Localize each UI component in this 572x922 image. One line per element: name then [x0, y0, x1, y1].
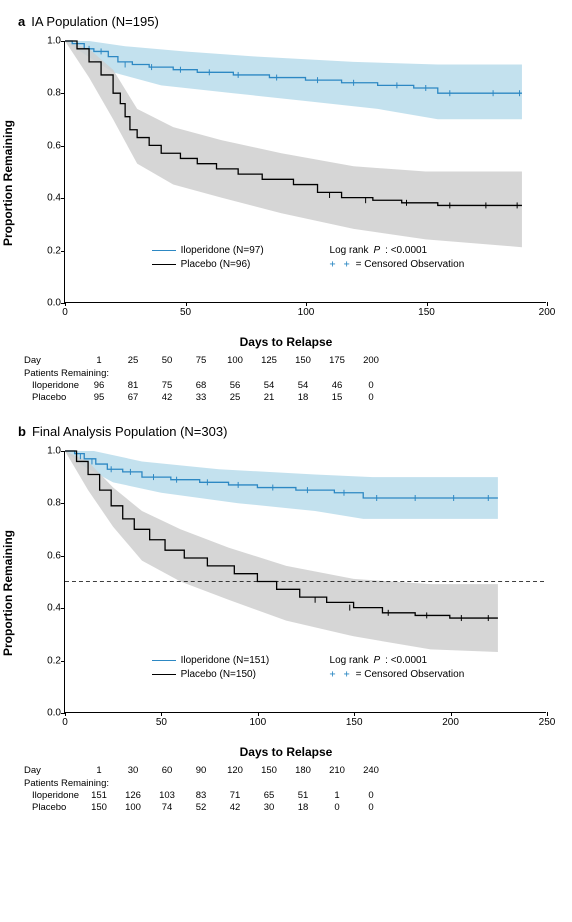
ytick-label: 0.2 [31, 245, 61, 256]
chart-area: Proportion Remaining0.00.20.40.60.81.005… [16, 443, 556, 743]
logrank-text: Log rank P: <0.0001 [330, 245, 465, 256]
ytick-label: 1.0 [31, 36, 61, 47]
legend-item: Iloperidone (N=151) [152, 655, 270, 666]
table-row: Patients Remaining: [24, 777, 391, 790]
legend-label: Placebo (N=150) [181, 669, 256, 680]
ytick-label: 1.0 [31, 446, 61, 457]
xtick-label: 50 [180, 307, 191, 318]
risk-table: Day1306090120150180210240Patients Remain… [24, 765, 391, 814]
plot-region: 0.00.20.40.60.81.0050100150200Iloperidon… [64, 41, 546, 303]
ytick-label: 0.8 [31, 88, 61, 99]
xtick-label: 50 [156, 717, 167, 728]
risk-table: Day1255075100125150175200Patients Remain… [24, 355, 391, 404]
ytick-label: 0.4 [31, 193, 61, 204]
ytick-label: 0.4 [31, 603, 61, 614]
xtick-label: 150 [418, 307, 435, 318]
table-row: Placebo150100745242301800 [24, 802, 391, 814]
legend-item: Placebo (N=96) [152, 259, 264, 270]
censor-legend: + += Censored Observation [330, 669, 465, 680]
plot-region: 0.00.20.40.60.81.0050100150200250Iloperi… [64, 451, 546, 713]
legend-stats: Log rank P: <0.0001 + += Censored Observa… [330, 245, 465, 273]
x-axis-label: Days to Relapse [10, 745, 562, 759]
ytick-label: 0.6 [31, 140, 61, 151]
logrank-text: Log rank P: <0.0001 [330, 655, 465, 666]
y-axis-label: Proportion Remaining [1, 530, 15, 656]
xtick-label: 0 [62, 717, 68, 728]
legend-swatch [152, 660, 176, 661]
ytick-label: 0.2 [31, 655, 61, 666]
y-axis-label: Proportion Remaining [1, 120, 15, 246]
xtick-label: 0 [62, 307, 68, 318]
panel-b: bFinal Analysis Population (N=303)Propor… [10, 424, 562, 814]
legend: Iloperidone (N=151) Placebo (N=150) [152, 655, 270, 683]
legend-swatch [152, 264, 176, 265]
legend-label: Iloperidone (N=151) [181, 655, 270, 666]
x-axis-label: Days to Relapse [10, 335, 562, 349]
legend-label: Placebo (N=96) [181, 259, 251, 270]
legend-item: Placebo (N=150) [152, 669, 270, 680]
xtick-label: 100 [249, 717, 266, 728]
panel-a: aIA Population (N=195)Proportion Remaini… [10, 14, 562, 404]
table-row: Iloperidone96817568565454460 [24, 380, 391, 392]
xtick-label: 200 [442, 717, 459, 728]
table-row: Day1255075100125150175200 [24, 355, 391, 367]
xtick-label: 100 [298, 307, 315, 318]
legend-item: Iloperidone (N=97) [152, 245, 264, 256]
legend: Iloperidone (N=97) Placebo (N=96) [152, 245, 264, 273]
table-row: Placebo95674233252118150 [24, 392, 391, 404]
xtick-label: 250 [539, 717, 556, 728]
legend-swatch [152, 674, 176, 675]
ytick-label: 0.6 [31, 550, 61, 561]
xtick-label: 150 [346, 717, 363, 728]
panel-title: bFinal Analysis Population (N=303) [18, 424, 562, 439]
ytick-label: 0.0 [31, 708, 61, 719]
table-row: Iloperidone1511261038371655110 [24, 790, 391, 802]
table-row: Day1306090120150180210240 [24, 765, 391, 777]
panel-title: aIA Population (N=195) [18, 14, 562, 29]
legend-label: Iloperidone (N=97) [181, 245, 264, 256]
table-row: Patients Remaining: [24, 367, 391, 380]
chart-area: Proportion Remaining0.00.20.40.60.81.005… [16, 33, 556, 333]
ytick-label: 0.8 [31, 498, 61, 509]
xtick-label: 200 [539, 307, 556, 318]
legend-swatch [152, 250, 176, 251]
censor-legend: + += Censored Observation [330, 259, 465, 270]
ytick-label: 0.0 [31, 298, 61, 309]
legend-stats: Log rank P: <0.0001 + += Censored Observa… [330, 655, 465, 683]
